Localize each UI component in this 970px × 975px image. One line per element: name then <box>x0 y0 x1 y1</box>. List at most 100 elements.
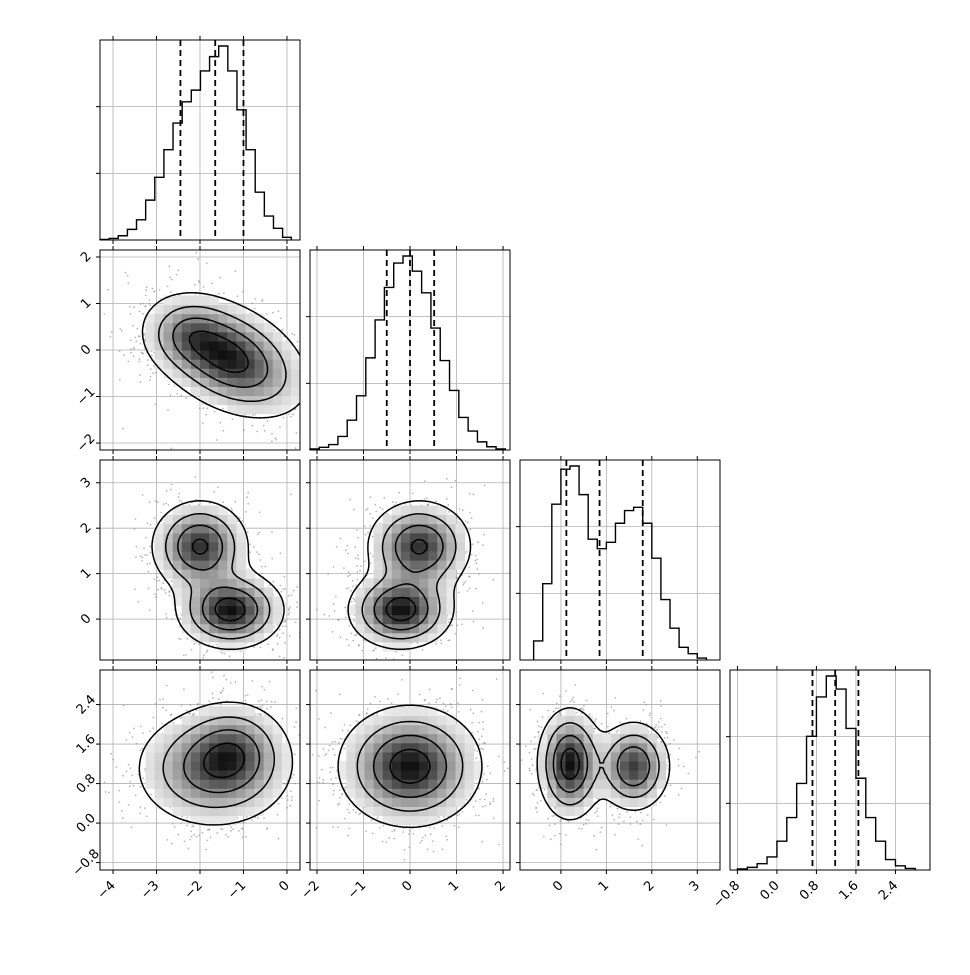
histogram-bin <box>886 860 896 870</box>
histogram-bin <box>237 110 246 240</box>
histogram-bin <box>146 200 155 240</box>
histogram-bin <box>846 728 856 870</box>
axes-frame <box>520 460 720 660</box>
histogram-bin <box>403 256 412 450</box>
histogram-bin <box>431 328 440 450</box>
histogram-bin <box>450 390 459 450</box>
histogram-bin <box>366 358 375 450</box>
histogram-bin <box>661 600 670 660</box>
histogram-0 <box>96 36 300 244</box>
density-layer <box>508 666 700 878</box>
histogram-step <box>737 676 915 870</box>
scatter-panel-0-2: 0 1 2 3 <box>78 456 303 678</box>
histogram-bin <box>856 778 866 870</box>
x-tick-label: −2 <box>299 878 323 902</box>
grid <box>100 40 300 240</box>
histogram-bin <box>543 584 552 660</box>
y-tick-label: −1 <box>74 385 98 409</box>
histogram-bin <box>588 539 597 660</box>
y-tick-label: 1.6 <box>74 732 99 757</box>
histogram-bin <box>375 320 384 450</box>
histogram-step <box>100 46 291 240</box>
histogram-bin <box>219 46 228 240</box>
histogram-step <box>310 256 505 450</box>
histogram-bin <box>477 442 486 450</box>
histogram-bin <box>191 90 200 240</box>
x-tick-label: 2 <box>492 878 508 894</box>
histogram-bin <box>797 783 807 870</box>
x-tick-label: 1 <box>446 878 462 894</box>
histogram-bin <box>394 263 403 450</box>
histogram-bin <box>552 504 561 660</box>
histogram-bin <box>468 431 477 450</box>
density-layer <box>295 668 531 861</box>
histogram-bin <box>816 697 826 870</box>
y-tick-label: 0 <box>78 342 94 358</box>
density-layer <box>133 476 303 678</box>
histogram-bin <box>182 102 191 240</box>
histogram-bin <box>787 818 797 870</box>
histogram-bin <box>137 220 146 240</box>
x-tick-label: 1 <box>596 878 612 894</box>
histogram-bin <box>777 841 787 870</box>
histogram-bin <box>246 150 255 240</box>
y-tick-label: −2 <box>74 431 98 455</box>
y-tick-label: 2 <box>78 249 94 265</box>
histogram-bin <box>670 628 679 660</box>
x-tick-label: 3 <box>687 878 703 894</box>
x-tick-label: 0 <box>276 878 292 894</box>
y-tick-label: 0 <box>78 611 94 627</box>
histogram-bin <box>625 511 634 660</box>
histogram-bin <box>866 818 876 870</box>
histogram-bin <box>634 507 643 660</box>
histogram-bin <box>210 57 219 240</box>
histogram-bin <box>570 466 579 660</box>
y-tick-label: 0.8 <box>74 771 99 796</box>
y-tick-label: 2.4 <box>74 692 99 717</box>
grid <box>730 670 930 870</box>
x-tick-label: 2.4 <box>876 878 901 903</box>
histogram-bin <box>412 271 421 450</box>
histogram-bin <box>347 420 356 450</box>
histogram-bin <box>534 641 543 660</box>
histogram-step <box>534 466 707 660</box>
histogram-bin <box>200 71 209 240</box>
x-tick-label: −4 <box>95 878 119 902</box>
density-layer <box>316 478 494 683</box>
histogram-bin <box>876 841 886 870</box>
histogram-bin <box>652 558 661 660</box>
histogram-bin <box>597 549 606 660</box>
y-tick-label: 3 <box>78 475 94 491</box>
histogram-bin <box>264 216 273 240</box>
density-layer <box>92 663 331 856</box>
histogram-2 <box>516 456 720 664</box>
density-layer <box>92 227 379 469</box>
grid <box>520 460 720 660</box>
histogram-bin <box>384 287 393 450</box>
histogram-bin <box>459 417 468 450</box>
y-tick-label: 2 <box>78 520 94 536</box>
x-tick-label: 0.0 <box>758 878 783 903</box>
x-tick-label: −3 <box>138 878 162 902</box>
histogram-bin <box>836 689 846 870</box>
x-tick-label: 1.6 <box>837 878 862 903</box>
histogram-bin <box>228 71 237 240</box>
y-tick-label: 1 <box>78 566 94 582</box>
histogram-bin <box>440 361 449 450</box>
x-tick-label: −2 <box>182 878 206 902</box>
histogram-bin <box>643 523 652 660</box>
histogram-bin <box>688 654 697 660</box>
x-tick-label: −0.8 <box>710 878 743 911</box>
histogram-bin <box>679 647 688 660</box>
histogram-bin <box>338 436 347 450</box>
histogram-bin <box>273 228 282 240</box>
histogram-bin <box>255 192 264 240</box>
axes-frame <box>730 670 930 870</box>
histogram-bin <box>757 864 767 870</box>
x-tick-label: −1 <box>345 878 369 902</box>
